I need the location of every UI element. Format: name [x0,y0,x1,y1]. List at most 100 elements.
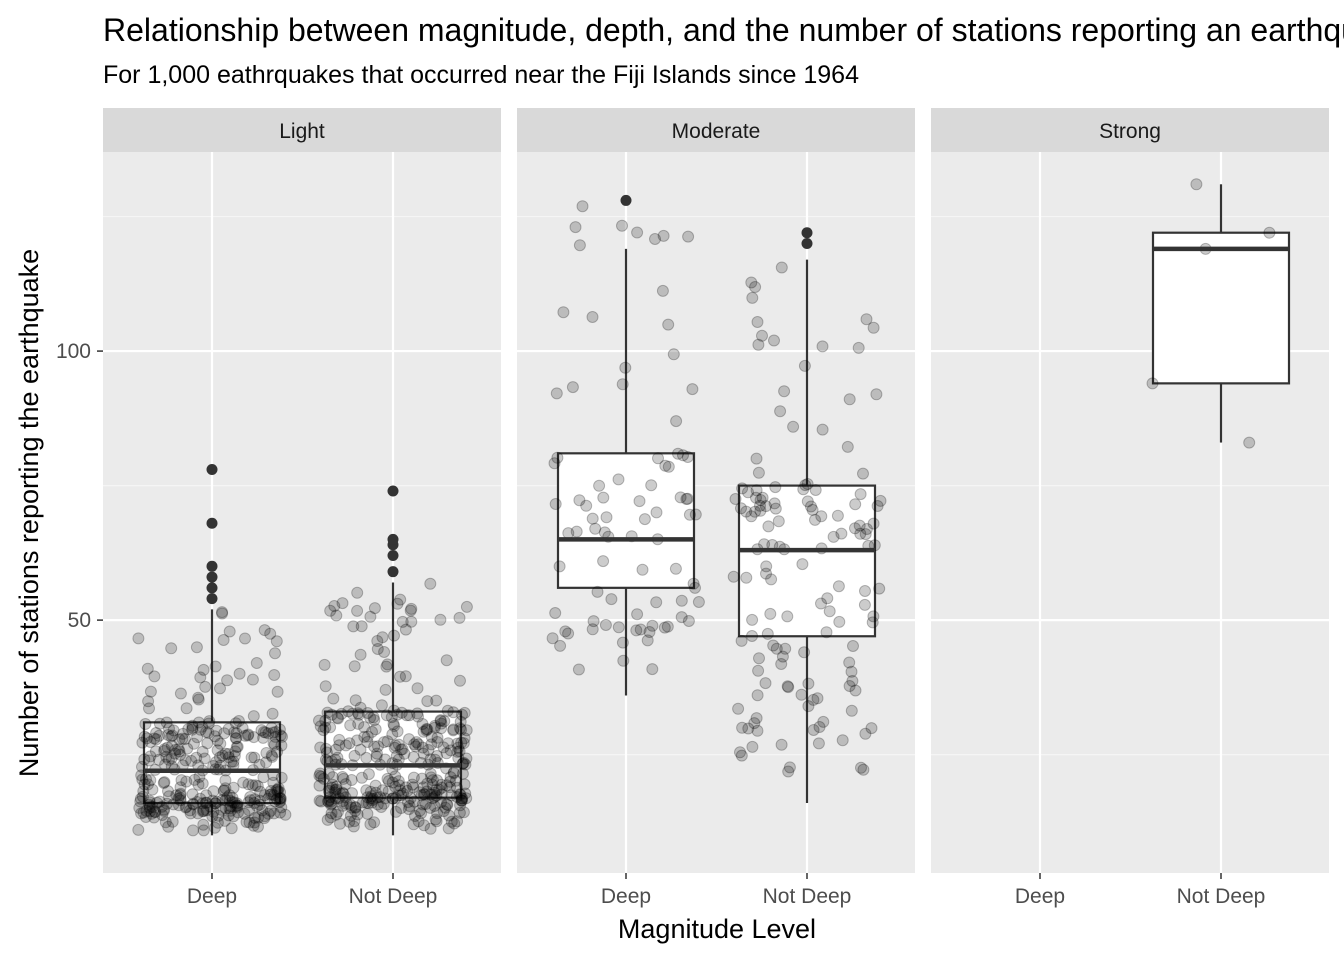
jitter-point [238,807,251,820]
jitter-point [409,810,421,822]
outlier-point [387,485,399,497]
jitter-point [451,737,464,750]
jitter-point [264,788,277,801]
jitter-point [652,452,664,465]
outlier-point [801,237,813,249]
jitter-point [251,780,264,793]
jitter-point [155,800,168,813]
jitter-point [324,604,337,617]
jitter-point [219,794,232,806]
jitter-point [232,715,245,727]
jitter-point [229,800,242,813]
jitter-point [216,749,229,762]
jitter-point [450,790,463,803]
strip-background [103,108,501,152]
jitter-point [229,732,242,745]
jitter-point [262,727,275,740]
jitter-point [313,794,326,807]
jitter-point [633,495,646,508]
jitter-point [849,684,862,697]
jitter-point [399,670,412,683]
jitter-point [394,784,407,797]
x-tick-label: Deep [601,885,651,908]
jitter-point [192,716,205,729]
jitter-point [347,620,360,633]
jitter-point [162,820,175,833]
jitter-point [273,723,286,736]
jitter-point [460,600,473,613]
jitter-point [448,817,461,830]
jitter-point [402,803,415,816]
jitter-point [314,767,327,780]
jitter-point [440,779,453,792]
jitter-point [138,753,151,766]
jitter-point [675,594,688,607]
jitter-point [149,806,162,819]
jitter-point [775,738,788,751]
jitter-point [843,680,856,692]
jitter-point [391,708,404,721]
jitter-point [345,774,358,786]
jitter-point [268,738,281,751]
jitter-point [161,797,173,810]
jitter-point [597,491,610,504]
jitter-point [186,719,199,732]
jitter-point [230,732,243,745]
jitter-point [321,813,334,826]
jitter-point [677,449,689,462]
jitter-point [752,466,765,479]
jitter-point [802,677,815,690]
jitter-point [226,791,239,804]
jitter-point [232,806,244,819]
jitter-point [727,570,740,583]
jitter-point [223,625,236,638]
jitter-point [140,804,153,817]
jitter-point [394,670,406,683]
jitter-point [441,704,454,717]
jitter-point [365,790,378,803]
jitter-point [801,495,814,508]
jitter-point [271,685,284,698]
jitter-point [374,791,386,803]
jitter-point [165,730,178,743]
jitter-point [569,221,582,234]
jitter-point [206,810,219,823]
jitter-point [148,811,160,824]
jitter-point [458,706,471,719]
jitter-point [183,804,196,817]
jitter-point [367,711,380,724]
outlier-point [387,566,399,578]
jitter-point [209,797,222,810]
jitter-point [455,736,468,749]
jitter-point [420,724,433,737]
jitter-point [860,313,873,326]
jitter-point [166,729,179,742]
jitter-point [431,807,444,820]
jitter-point [351,734,364,747]
jitter-point [775,261,788,274]
jitter-point [379,792,392,805]
facet-panel-light: Light Deep Not Deep [103,108,501,908]
jitter-point [424,788,437,801]
jitter-point [765,573,778,586]
jitter-point [218,814,231,827]
jitter-point [802,700,815,713]
jitter-point [736,482,749,495]
jitter-point [329,792,342,805]
jitter-point [440,798,453,811]
jitter-point [380,660,393,673]
jitter-point [767,639,780,652]
jitter-point [200,789,213,802]
jitter-point [223,794,236,807]
jitter-point [216,607,229,620]
jitter-point [756,329,768,342]
jitter-point [330,783,343,796]
jitter-point [167,798,180,811]
jitter-point [339,791,352,804]
jitter-point [669,562,682,575]
jitter-point [573,239,586,252]
jitter-point [426,774,439,787]
jitter-point [550,387,563,400]
